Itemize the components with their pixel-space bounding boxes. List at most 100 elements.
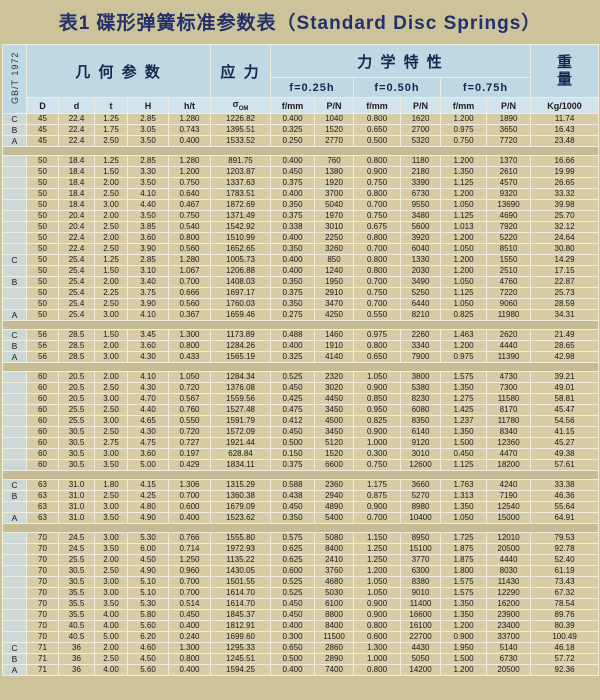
data-cell: 24.5 (58, 532, 95, 544)
data-cell: 63 (26, 501, 59, 513)
table-row: 70 24.5 3.50 6.00 0.714 1972.93 0.625 8400 1.250… (2, 543, 600, 555)
data-cell: 1376.08 (210, 382, 272, 394)
data-cell: 0.720 (167, 426, 212, 438)
data-cell: 1.200 (440, 265, 488, 277)
data-cell: 50 (26, 177, 59, 189)
data-cell: 11.74 (530, 113, 600, 125)
data-cell: 1559.56 (210, 393, 272, 405)
data-cell: 0.350 (270, 512, 316, 524)
data-cell: 60 (26, 426, 59, 438)
data-cell: 3.00 (94, 448, 128, 460)
data-cell: 0.560 (167, 298, 212, 310)
table-row: 50 25.4 2.25 3.75 0.666 1697.17 0.375 2910 0.750… (2, 287, 600, 299)
data-cell: 12360 (486, 437, 532, 449)
data-cell: 5.00 (127, 459, 169, 471)
table-row: 50 22.4 2.50 3.90 0.560 1652.65 0.350 3260 0.700… (2, 243, 600, 255)
data-cell: 33.38 (530, 479, 600, 491)
data-cell: 25.5 (58, 415, 95, 427)
data-cell: 8350 (400, 415, 442, 427)
table-row: A 50 25.4 3.00 4.10 0.367 1659.46 0.275 4250 0.55… (2, 309, 600, 321)
data-cell: 50 (26, 243, 59, 255)
data-cell: 1.425 (440, 404, 488, 416)
data-cell: 16200 (486, 598, 532, 610)
data-cell: 0.766 (167, 532, 212, 544)
table-row: 50 18.4 3.00 4.40 0.467 1872.69 0.350 5040 0.700… (2, 199, 600, 211)
data-cell: 42.98 (530, 351, 600, 363)
data-cell: 1.125 (440, 210, 488, 222)
data-cell: 8980 (400, 501, 442, 513)
data-cell: 0.429 (167, 459, 212, 471)
data-cell: 45.27 (530, 437, 600, 449)
data-cell: 0.600 (167, 501, 212, 513)
data-cell: 4430 (400, 642, 442, 654)
data-cell: 60 (26, 437, 59, 449)
series-letter-cell: A (2, 309, 27, 321)
data-cell: 20.4 (58, 221, 95, 233)
data-cell: 34.31 (530, 309, 600, 321)
data-cell: 8030 (486, 565, 532, 577)
data-cell: 71 (26, 653, 59, 665)
data-cell: 1.150 (353, 532, 402, 544)
data-cell: 1565.19 (210, 351, 272, 363)
series-letter-cell (2, 382, 27, 394)
data-cell: 0.450 (270, 501, 316, 513)
data-cell: 2700 (400, 124, 442, 136)
data-cell: 1173.89 (210, 329, 272, 341)
data-cell: 2890 (314, 653, 355, 665)
data-cell: 92.36 (530, 664, 600, 676)
data-cell: 50 (26, 221, 59, 233)
data-cell: 1.725 (440, 532, 488, 544)
table-row: B 45 22.4 1.75 3.05 0.743 1395.51 0.325 1520 0.65… (2, 124, 600, 136)
series-letter-cell: C (2, 642, 27, 654)
data-cell: 6600 (314, 459, 355, 471)
header-deflection-025: f=0.25h (270, 77, 355, 98)
data-cell: 4760 (486, 276, 532, 288)
data-cell: 1527.48 (210, 404, 272, 416)
data-cell: 20.5 (58, 382, 95, 394)
data-cell: 3.60 (127, 340, 169, 352)
data-cell: 1652.65 (210, 243, 272, 255)
data-cell: 0.800 (353, 113, 402, 125)
data-cell: 70 (26, 598, 59, 610)
table-row: C 50 25.4 1.25 2.85 1.280 1005.73 0.400 850 0.800… (2, 254, 600, 266)
data-cell: 4.50 (127, 554, 169, 566)
data-cell: 30.5 (58, 437, 95, 449)
data-cell: 0.500 (270, 653, 316, 665)
data-cell: 1.313 (440, 490, 488, 502)
data-cell: 0.700 (167, 490, 212, 502)
data-cell: 24.64 (530, 232, 600, 244)
data-cell: 1972.93 (210, 543, 272, 555)
data-cell: 0.625 (270, 554, 316, 566)
data-cell: 18.4 (58, 188, 95, 200)
data-cell: 22.4 (58, 113, 95, 125)
data-cell: 23400 (486, 620, 532, 632)
data-cell: 36 (58, 653, 95, 665)
data-cell: 0.800 (353, 188, 402, 200)
series-letter-cell (2, 543, 27, 555)
series-letter-cell: C (2, 113, 27, 125)
data-cell: 30.5 (58, 576, 95, 588)
data-cell: 1.800 (440, 565, 488, 577)
data-cell: 1845.37 (210, 609, 272, 621)
data-cell: 7900 (400, 351, 442, 363)
data-cell: 0.450 (270, 166, 316, 178)
table-row: 60 30.5 3.00 3.60 0.197 628.84 0.150 1520 0.300 3… (2, 448, 600, 460)
data-cell: 3.60 (127, 448, 169, 460)
col-f1: f/mm (270, 97, 316, 114)
data-cell: 6100 (314, 598, 355, 610)
header-weight: 重 量 (530, 44, 600, 98)
data-cell: 0.975 (440, 351, 488, 363)
col-H: H (127, 97, 169, 114)
data-cell: 2.00 (94, 642, 128, 654)
data-cell: 1.50 (94, 166, 128, 178)
data-cell: 5040 (314, 199, 355, 211)
data-cell: 4.10 (127, 371, 169, 383)
data-cell: 4450 (314, 393, 355, 405)
separator-row (1, 523, 600, 533)
data-cell: 2.50 (94, 135, 128, 147)
separator-cell (1, 523, 600, 533)
data-cell: 56 (26, 351, 59, 363)
data-cell: 0.540 (167, 221, 212, 233)
data-cell: 50 (26, 298, 59, 310)
data-cell: 1245.51 (210, 653, 272, 665)
